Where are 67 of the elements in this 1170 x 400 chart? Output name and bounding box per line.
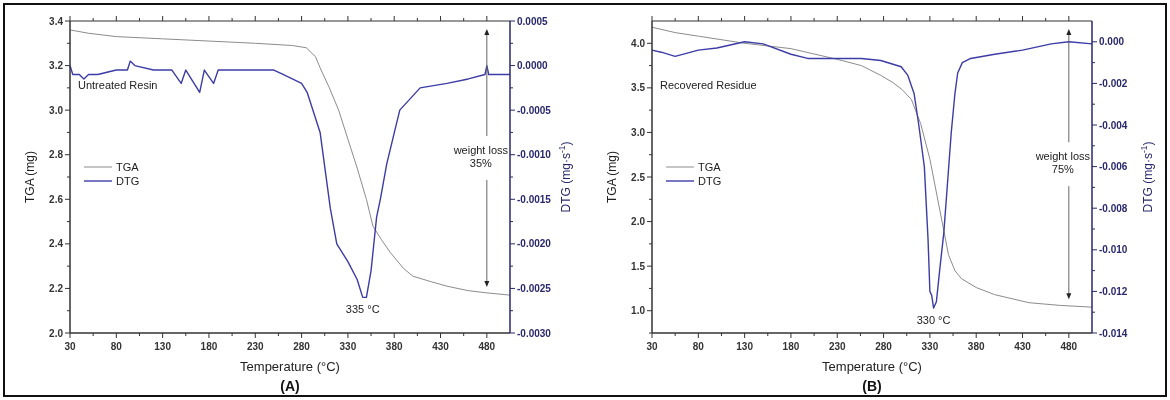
y-tick-label: 2.0 <box>49 327 64 339</box>
legend-label: TGA <box>698 161 722 173</box>
y-tick-label: 2.5 <box>631 171 646 183</box>
text: (B) <box>862 378 882 394</box>
y-tick-label: 2.8 <box>49 149 64 161</box>
x-tick-label: 430 <box>1014 341 1032 352</box>
legend-label: TGA <box>116 161 140 173</box>
y-tick-label: 3.4 <box>49 15 64 27</box>
y-tick-label: 2.6 <box>49 193 64 205</box>
y2-tick-label: -0.012 <box>1099 285 1128 297</box>
x-tick-label: 380 <box>967 341 985 352</box>
x-tick-label: 480 <box>1060 341 1078 352</box>
annotation: weight loss 75% <box>1034 150 1091 176</box>
y2-tick-label: 0.0000 <box>517 60 549 72</box>
x-tick-label: 130 <box>154 341 172 352</box>
x-tick-label: 280 <box>875 341 893 352</box>
legend-label: DTG <box>698 175 722 187</box>
y-axis-title: TGA (mg) <box>23 150 37 204</box>
x-tick-label: 230 <box>828 341 847 352</box>
x-tick-label: 30 <box>64 341 76 352</box>
y2-tick-label: -0.0020 <box>517 238 552 250</box>
y2-tick-label: 0.0005 <box>517 15 549 27</box>
text: (A) <box>280 378 300 394</box>
y-tick-label: 1.0 <box>631 305 646 317</box>
y-tick-label: 2.0 <box>631 216 646 228</box>
annotation: 330 °C <box>916 314 951 327</box>
y2-tick-label: -0.0005 <box>517 104 552 116</box>
x-tick-label: 30 <box>646 341 658 352</box>
annotation: weight loss 35% <box>452 143 509 169</box>
x-tick-label: 180 <box>200 341 218 352</box>
y2-tick-label: -0.008 <box>1099 202 1128 214</box>
y2-tick-label: -0.014 <box>1099 327 1128 339</box>
y-tick-label: 2.2 <box>49 282 64 294</box>
y2-tick-label: -0.010 <box>1099 244 1128 256</box>
y-tick-label: 2.4 <box>49 238 64 250</box>
y2-tick-label: -0.0010 <box>517 149 552 161</box>
y2-tick-label: -0.0025 <box>517 282 552 294</box>
y-tick-label: 3.0 <box>631 126 646 138</box>
x-tick-label: 180 <box>782 341 800 352</box>
x-tick-label: 80 <box>692 341 705 352</box>
x-tick-label: 480 <box>478 341 496 352</box>
y-tick-label: 3.2 <box>49 60 64 72</box>
y-axis-title: TGA (mg) <box>605 150 619 204</box>
y2-tick-label: -0.002 <box>1099 77 1128 89</box>
annotation: Untreated Resin <box>78 79 158 91</box>
y2-tick-label: -0.0015 <box>517 193 552 205</box>
legend-label: DTG <box>116 175 140 187</box>
annotation: Recovered Residue <box>660 79 757 91</box>
y-tick-label: 1.5 <box>631 260 646 272</box>
y2-tick-label: -0.0030 <box>517 327 552 339</box>
y-tick-label: 4.0 <box>631 37 646 49</box>
x-axis-title: Temperature (°C) <box>240 359 340 374</box>
x-tick-label: 430 <box>432 341 450 352</box>
y-tick-label: 3.5 <box>631 82 646 94</box>
y2-tick-label: -0.004 <box>1099 119 1128 131</box>
x-tick-label: 330 <box>921 341 939 352</box>
x-axis-title: Temperature (°C) <box>822 359 922 374</box>
x-tick-label: 80 <box>110 341 123 352</box>
x-tick-label: 380 <box>385 341 403 352</box>
x-tick-label: 130 <box>736 341 754 352</box>
x-tick-label: 230 <box>246 341 265 352</box>
annotation: 335 °C <box>345 303 380 316</box>
y2-tick-label: 0.000 <box>1099 36 1125 48</box>
y-tick-label: 3.0 <box>49 104 64 116</box>
y2-tick-label: -0.006 <box>1099 161 1128 173</box>
x-tick-label: 280 <box>293 341 311 352</box>
x-tick-label: 330 <box>339 341 357 352</box>
